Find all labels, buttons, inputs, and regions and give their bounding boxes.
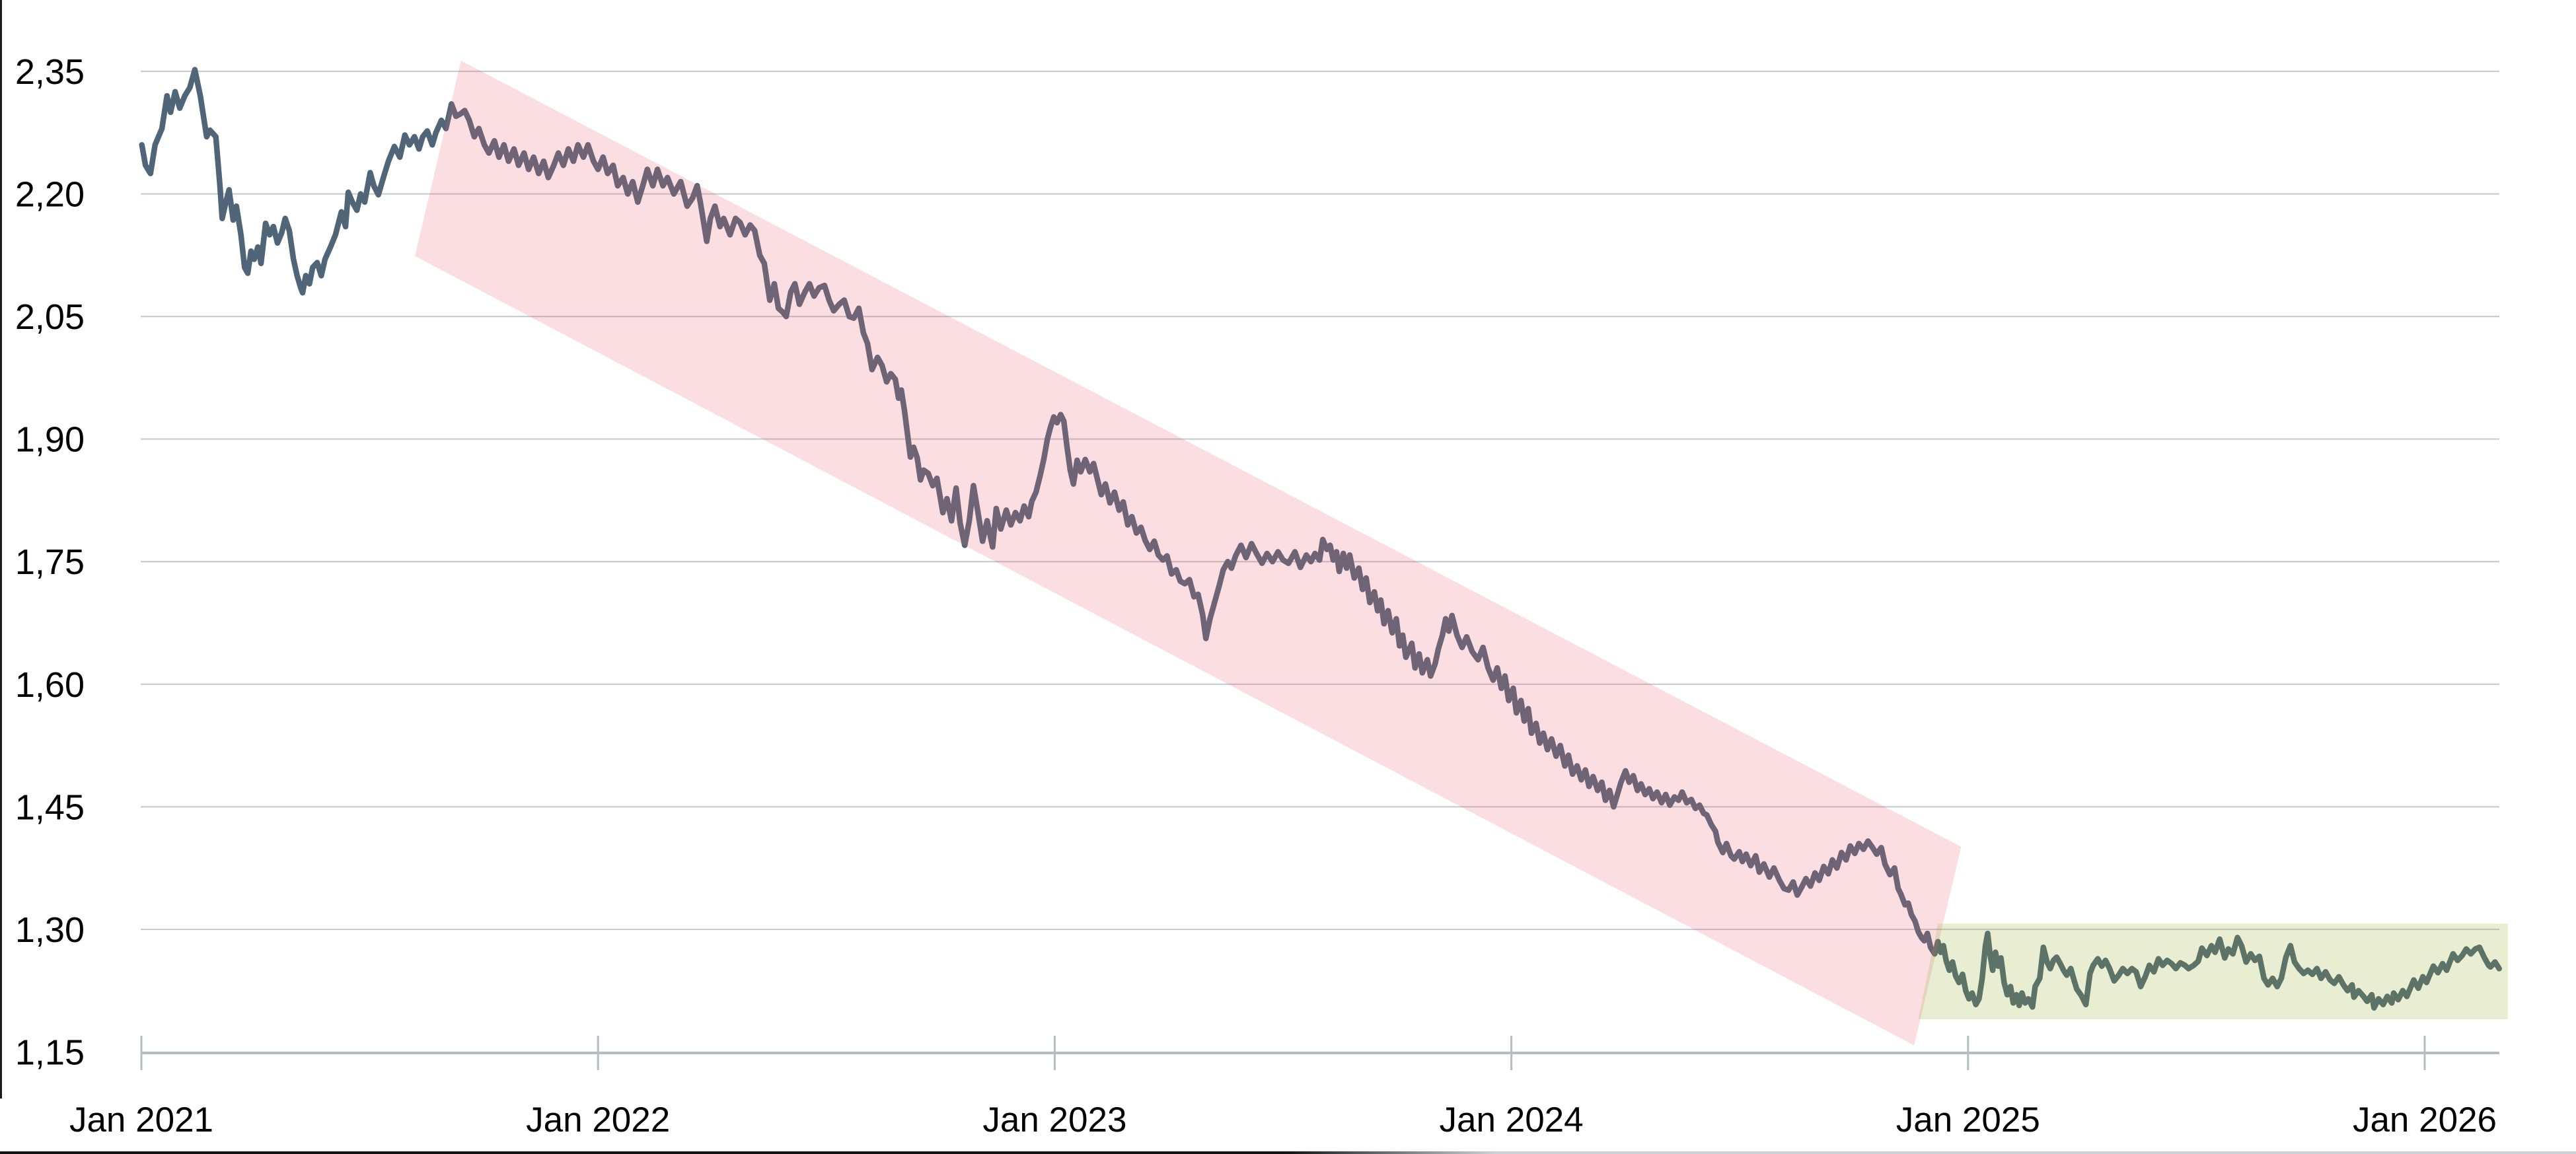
y-axis-label: 1,75 [15, 542, 85, 582]
downtrend-channel-band [415, 60, 1962, 1046]
x-axis-label: Jan 2024 [1440, 1100, 1584, 1139]
y-axis-label: 1,90 [15, 420, 85, 460]
x-axis-label: Jan 2025 [1896, 1100, 2040, 1139]
x-axis-label: Jan 2021 [69, 1100, 213, 1139]
sideways-range-band [1918, 923, 2508, 1019]
page-bottom-border [0, 1151, 2576, 1154]
y-axis-label: 1,60 [15, 665, 85, 705]
price-line [139, 67, 2502, 1011]
page-left-border [0, 0, 2, 1099]
y-axis-label: 2,20 [15, 175, 85, 215]
x-axis-label: Jan 2022 [526, 1100, 670, 1139]
x-axis-label: Jan 2026 [2353, 1100, 2497, 1139]
y-axis-label: 2,05 [15, 297, 85, 337]
y-axis-label: 1,45 [15, 787, 85, 827]
y-axis-label: 1,30 [15, 910, 85, 950]
y-axis-label: 2,35 [15, 52, 85, 92]
y-axis-label: 1,15 [15, 1032, 85, 1072]
x-axis-label: Jan 2023 [982, 1100, 1126, 1139]
